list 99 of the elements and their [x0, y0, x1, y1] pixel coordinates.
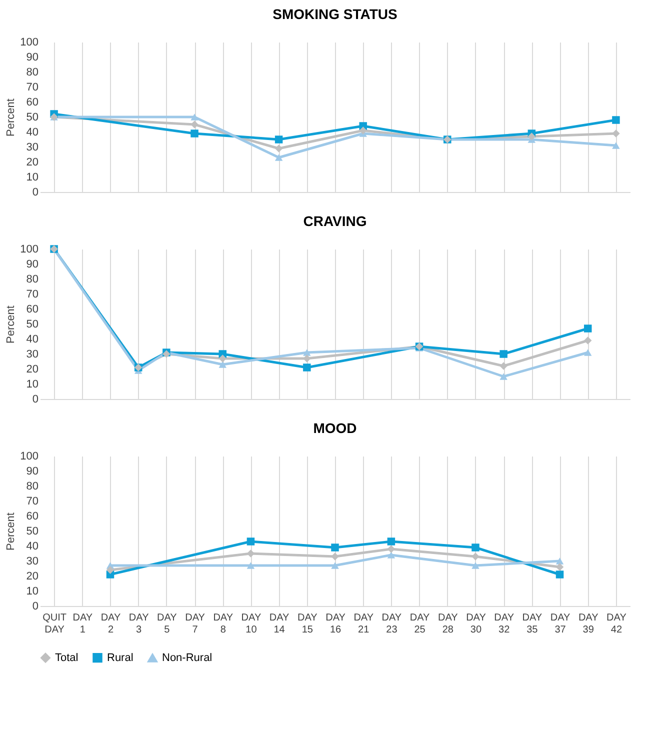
y-tick-label: 100: [20, 36, 38, 48]
chart-title: MOOD: [313, 420, 357, 436]
x-tick-label: DAY 37: [550, 612, 570, 636]
y-tick-label: 60: [26, 96, 38, 108]
y-tick-label: 30: [26, 142, 38, 154]
y-tick-label: 0: [32, 394, 38, 406]
point: [528, 132, 536, 140]
y-tick-label: 40: [26, 540, 38, 552]
y-tick-label: 20: [26, 156, 38, 168]
y-tick-label: 0: [32, 600, 38, 612]
legend-label: Non-Rural: [162, 652, 212, 664]
x-tick-label: DAY 16: [326, 612, 346, 636]
x-tick-label: DAY 30: [466, 612, 486, 636]
point: [106, 566, 114, 574]
point: [472, 544, 480, 552]
y-tick-label: 10: [26, 378, 38, 390]
y-tick-label: 100: [20, 450, 38, 462]
point: [331, 544, 339, 552]
x-tick-label: DAY 25: [410, 612, 430, 636]
x-tick-label: DAY 23: [382, 612, 402, 636]
point: [612, 116, 620, 124]
y-tick-label: 90: [26, 52, 38, 64]
point: [331, 552, 339, 560]
x-tick-label: DAY 3: [128, 612, 150, 636]
point: [387, 552, 396, 558]
x-tick-label: DAY 21: [354, 612, 374, 636]
y-tick-label: 10: [26, 586, 38, 598]
point: [303, 364, 311, 372]
y-axis-title: Percent: [5, 512, 18, 550]
point: [612, 130, 620, 138]
x-tick-label: DAY 14: [269, 612, 290, 636]
point: [612, 142, 620, 149]
x-tick-label: DAY 1: [72, 612, 93, 636]
x-tick-label: DAY 8: [213, 612, 234, 636]
point: [246, 562, 255, 569]
chart-title: SMOKING STATUS: [272, 6, 398, 22]
point: [500, 362, 508, 370]
x-tick-label: DAY 2: [100, 612, 121, 636]
x-tick-label: DAY 5: [157, 612, 178, 636]
y-tick-label: 90: [26, 258, 38, 270]
y-tick-label: 80: [26, 274, 38, 286]
y-tick-label: 30: [26, 348, 38, 360]
x-tick-label: DAY 28: [438, 612, 458, 636]
point: [500, 350, 508, 358]
point: [556, 570, 564, 578]
y-tick-label: 0: [32, 186, 38, 198]
y-tick-label: 100: [20, 244, 38, 256]
y-tick-label: 20: [26, 570, 38, 582]
legend-label: Rural: [107, 652, 134, 664]
x-tick-label: QUIT DAY: [42, 612, 66, 636]
y-tick-label: 90: [26, 466, 38, 478]
point: [303, 349, 311, 356]
point: [303, 354, 311, 362]
y-tick-label: 70: [26, 496, 38, 508]
y-tick-label: 50: [26, 318, 38, 330]
x-tick-label: DAY 10: [241, 612, 262, 636]
x-tick-label: DAY 35: [522, 612, 542, 636]
x-tick-label: DAY 15: [297, 612, 318, 636]
point: [190, 114, 198, 120]
x-tick-label: DAY 32: [494, 612, 514, 636]
chart-title: CRAVING: [303, 213, 367, 229]
point: [472, 562, 480, 569]
point: [246, 538, 255, 546]
y-tick-label: 60: [26, 510, 38, 522]
point: [472, 552, 480, 560]
y-tick-label: 40: [26, 126, 38, 138]
x-tick-label: DAY 39: [578, 612, 599, 636]
point: [218, 354, 226, 362]
y-tick-label: 80: [26, 66, 38, 78]
legend-label: Total: [55, 652, 78, 664]
point: [556, 563, 564, 571]
y-tick-label: 30: [26, 556, 38, 568]
point: [359, 126, 367, 134]
y-tick-label: 70: [26, 288, 38, 300]
point: [274, 136, 283, 144]
y-tick-label: 50: [26, 112, 38, 124]
point: [274, 144, 283, 152]
y-tick-label: 20: [26, 364, 38, 376]
y-tick-label: 70: [26, 82, 38, 94]
y-tick-label: 10: [26, 172, 38, 184]
point: [190, 130, 198, 138]
point: [584, 324, 592, 332]
y-axis-title: Percent: [5, 306, 18, 344]
y-tick-label: 60: [26, 304, 38, 316]
point: [331, 562, 339, 569]
y-tick-label: 80: [26, 480, 38, 492]
x-tick-label: DAY 7: [185, 612, 206, 636]
point: [387, 538, 396, 546]
point: [556, 558, 564, 564]
point: [190, 120, 198, 128]
y-axis-title: Percent: [5, 98, 18, 136]
point: [274, 154, 283, 161]
y-tick-label: 40: [26, 334, 38, 346]
y-tick-label: 50: [26, 526, 38, 538]
point: [218, 361, 226, 368]
point: [584, 336, 592, 344]
x-tick-label: DAY 42: [606, 612, 627, 636]
point: [500, 373, 508, 380]
point: [584, 349, 592, 356]
